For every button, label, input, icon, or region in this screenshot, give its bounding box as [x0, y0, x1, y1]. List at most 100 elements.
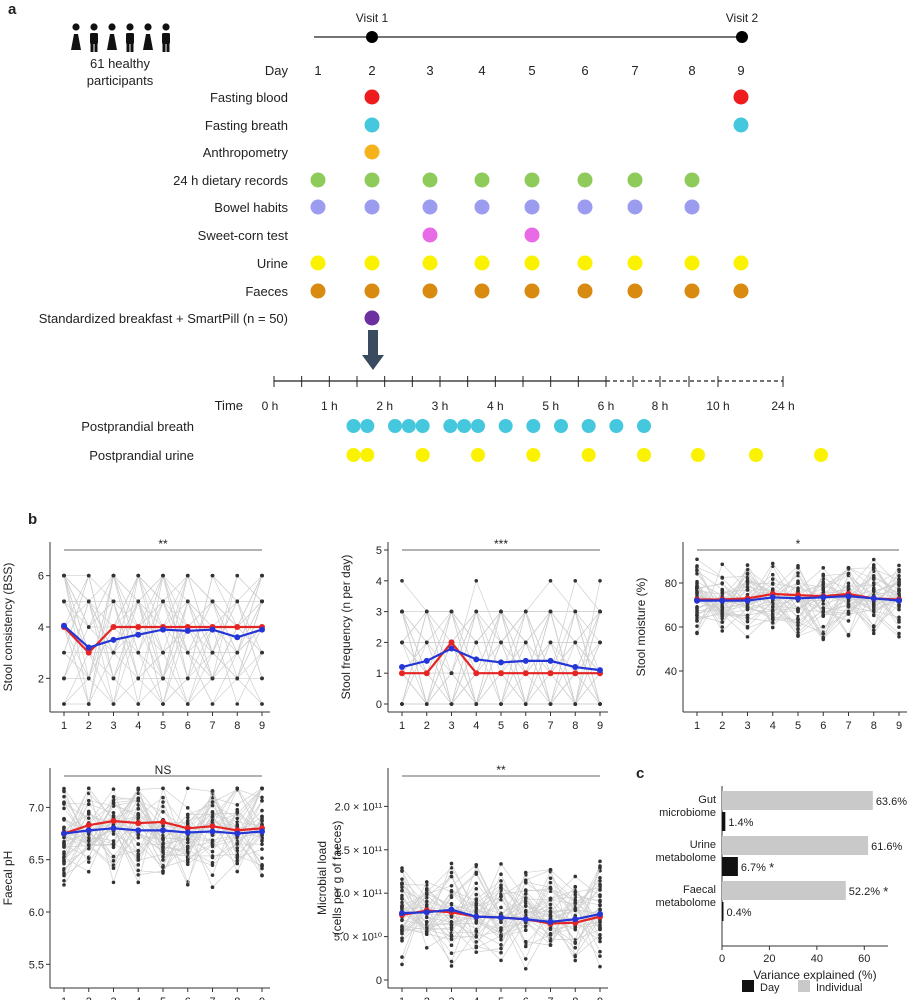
individual-point: [111, 842, 116, 846]
individual-point: [86, 843, 91, 847]
individual-point: [400, 926, 404, 930]
bar-individual: [722, 881, 846, 900]
individual-point: [260, 573, 264, 578]
series-point-median: [448, 639, 455, 646]
person-head: [72, 23, 80, 31]
individual-point: [111, 859, 116, 863]
individual-point: [897, 634, 901, 639]
individual-point: [235, 853, 240, 858]
individual-point: [573, 892, 578, 897]
x-tick-label: 1: [61, 996, 67, 1000]
x-tick-label: 2: [424, 720, 430, 732]
individual-point: [260, 842, 264, 846]
individual-point: [62, 676, 66, 681]
individual-point: [210, 849, 215, 854]
individual-point: [695, 579, 699, 584]
individual-point: [523, 870, 528, 875]
time-tick-label: 8 h: [652, 399, 669, 413]
individual-point: [695, 557, 699, 562]
protocol-dot: [310, 172, 326, 188]
protocol-dot: [422, 227, 438, 243]
protocol-row-label: Fasting breath: [205, 118, 288, 133]
y-axis-label: Faecal pH: [1, 851, 15, 906]
bar-value-label: 63.6%: [876, 796, 907, 808]
series-point-mean: [448, 645, 455, 652]
series-point-mean: [209, 828, 216, 835]
individual-point: [185, 862, 190, 867]
individual-point: [720, 604, 725, 609]
legend: Day Individual: [742, 980, 862, 994]
individual-point: [523, 899, 528, 903]
protocol-dot: [627, 283, 643, 299]
individual-point: [210, 702, 215, 706]
individual-point: [210, 855, 215, 860]
significance-label: ***: [494, 537, 508, 551]
individual-point: [111, 795, 116, 799]
individual-point: [499, 879, 503, 883]
series-point-median: [135, 820, 142, 827]
panel-a-label: a: [8, 1, 17, 18]
individual-point: [720, 575, 725, 580]
individual-point: [573, 907, 578, 912]
series-point-mean: [448, 906, 455, 913]
individual-point: [424, 929, 429, 934]
individual-point: [720, 625, 725, 629]
individual-point: [821, 586, 826, 590]
individual-point: [161, 836, 165, 840]
x-tick-label: 4: [473, 720, 479, 732]
individual-point: [745, 571, 750, 576]
individual-point: [871, 608, 876, 613]
individual-point: [474, 934, 479, 939]
individual-point: [161, 786, 165, 791]
day-label: 4: [478, 63, 485, 78]
individual-point: [62, 599, 66, 604]
individual-point: [745, 588, 750, 592]
individual-point: [111, 573, 116, 578]
individual-point: [185, 573, 190, 578]
individual-point: [86, 838, 91, 843]
individual-point: [745, 580, 750, 585]
protocol-dot: [422, 172, 438, 188]
series-point-median: [184, 825, 191, 832]
individual-point: [136, 702, 141, 706]
individual-point: [573, 958, 578, 963]
individual-point: [260, 847, 264, 851]
x-tick-label: 2: [86, 996, 92, 1000]
individual-point: [86, 856, 91, 861]
series-point-mean: [597, 667, 603, 674]
protocol-row: Fasting breath: [205, 117, 749, 133]
individual-point: [523, 904, 528, 908]
individual-point: [499, 920, 503, 925]
protocol-dot: [310, 255, 326, 271]
category-label: metabolome: [655, 897, 716, 909]
individual-point: [210, 814, 215, 819]
individual-point: [260, 856, 264, 860]
series-point-mean: [473, 656, 480, 663]
individual-point: [499, 950, 503, 955]
individual-point: [598, 899, 602, 904]
bar-value-label: 1.4%: [728, 817, 753, 829]
protocol-dot: [684, 172, 700, 188]
individual-point: [846, 566, 851, 570]
individual-point: [62, 806, 66, 811]
individual-point: [235, 650, 240, 655]
x-tick-label: 6: [185, 720, 191, 732]
person-head: [108, 23, 116, 31]
y-tick-label: 6.5: [29, 855, 44, 867]
individual-point: [548, 579, 553, 583]
individual-point: [770, 621, 775, 625]
individual-point: [161, 676, 165, 681]
individual-point: [86, 812, 91, 816]
series-point-median: [399, 670, 405, 677]
individual-point: [548, 880, 553, 885]
individual-point: [449, 959, 454, 964]
individual-line: [63, 600, 263, 679]
individual-point: [598, 923, 602, 928]
individual-point: [598, 933, 602, 937]
individual-point: [260, 599, 264, 604]
individual-point: [598, 640, 602, 645]
bar-day: [722, 812, 726, 831]
x-tick-label: 6: [820, 720, 826, 732]
x-tick-label: 3: [110, 720, 116, 732]
individual-point: [548, 640, 553, 645]
